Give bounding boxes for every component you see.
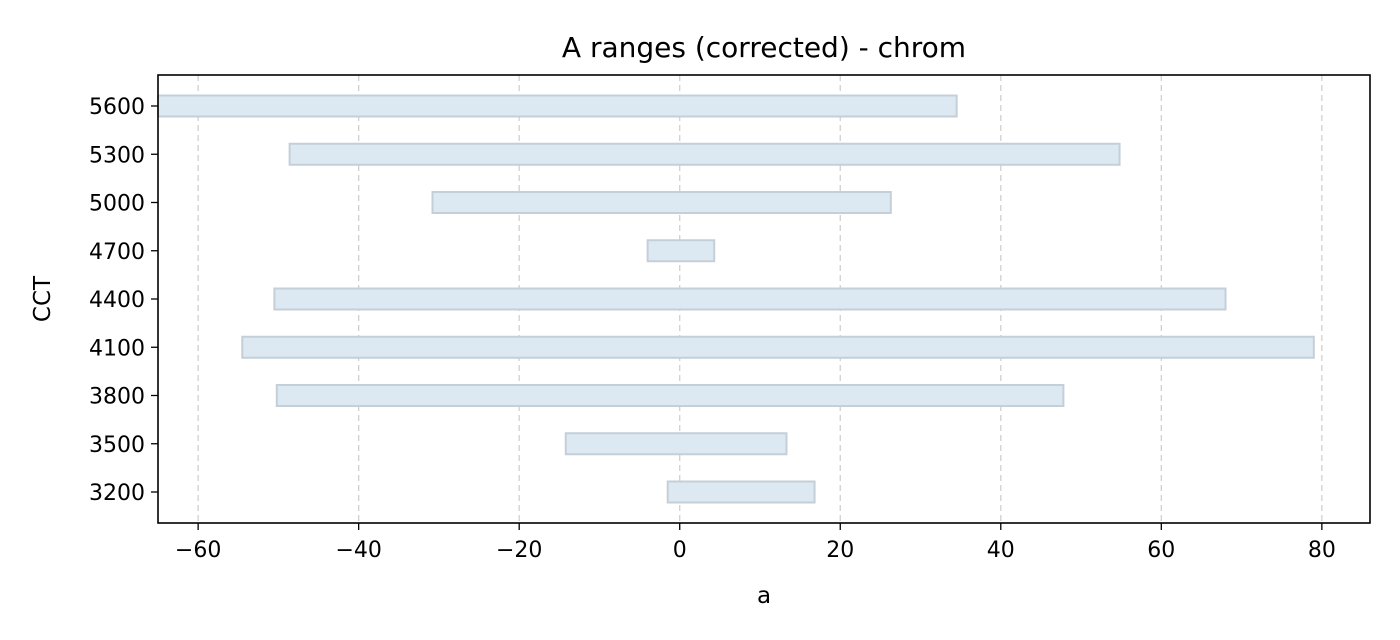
range-bar-4100	[241, 335, 1315, 359]
range-bar-4400	[273, 287, 1227, 311]
y-tick-label: 4400	[89, 288, 145, 313]
x-tick-label: 0	[673, 538, 687, 563]
range-bar-3800	[275, 384, 1065, 407]
x-tick-label: 20	[826, 538, 854, 563]
y-tick-label: 5300	[89, 143, 145, 168]
x-tick-label: 40	[987, 538, 1015, 563]
range-bars	[157, 94, 1315, 504]
y-tick-label: 3800	[89, 385, 145, 410]
y-tick-label: 5600	[89, 95, 145, 120]
y-axis-ticks: 3200 3500 3800 4100 4400 4700 5000 5300 5600	[89, 95, 158, 506]
chart-title: A ranges (corrected) - chrom	[562, 31, 966, 64]
y-tick-label: 4100	[89, 336, 145, 361]
x-tick-label: −60	[175, 538, 221, 563]
range-bar-3500	[564, 432, 788, 456]
x-tick-label: 80	[1308, 538, 1336, 563]
y-tick-label: 3200	[89, 481, 145, 506]
y-axis-label: CCT	[30, 275, 56, 322]
range-bar-4700	[646, 239, 716, 263]
x-axis-label: a	[757, 583, 771, 609]
range-bar-5600	[157, 94, 958, 118]
y-tick-label: 4700	[89, 240, 145, 265]
y-tick-label: 5000	[89, 192, 145, 217]
x-tick-label: −20	[496, 538, 542, 563]
x-tick-label: −40	[335, 538, 381, 563]
range-bar-5000	[431, 191, 892, 214]
range-bar-3200	[666, 480, 816, 504]
x-tick-label: 60	[1147, 538, 1175, 563]
range-bar-5300	[288, 142, 1121, 166]
y-tick-label: 3500	[89, 433, 145, 458]
x-axis-ticks: −60 −40 −20 0 20 40 60 80	[175, 523, 1336, 563]
